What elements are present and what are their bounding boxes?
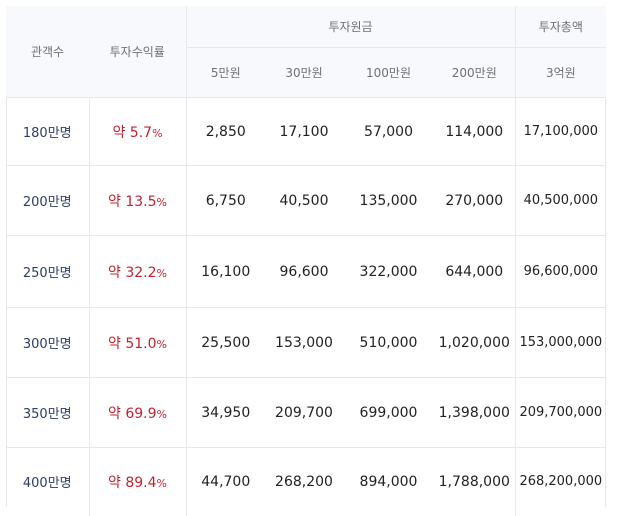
value-cell: 25,500 [201,334,251,351]
header-principal-col: 100만원 [343,47,434,98]
table-row: 200만명 약 13.5% 6,750 40,500 135,000 270,0… [6,165,607,236]
value-cell: 17,100 [279,123,329,140]
value-cell: 34,950 [201,404,251,421]
value-cell: 268,200 [275,473,333,490]
header-group-row: 관객수 투자수익률 투자원금 투자총액 [6,6,607,98]
header-principal-group: 투자원금 [186,6,516,48]
value-cell: 6,750 [205,192,246,209]
value-cell: 57,000 [364,123,413,140]
rate-cell: 약 69.9% [89,377,187,448]
rate-value: 약 5.7 [112,124,153,141]
header-viewers: 관객수 [6,6,89,98]
rate-cell: 약 89.4% [89,447,187,516]
header-total-group: 투자총액 [514,6,607,48]
header-rate: 투자수익률 [89,6,187,98]
viewers-cell: 350만명 [6,377,90,448]
value-cell: 40,500 [279,192,329,209]
value-cell: 1,788,000 [438,473,510,490]
viewers-cell: 250만명 [6,235,90,308]
rate-unit: % [152,126,163,140]
viewers-cell: 400만명 [6,447,90,516]
rate-value: 약 13.5 [108,193,157,210]
value-cell: 114,000 [445,123,504,140]
value-cell: 894,000 [359,473,418,490]
value-cell: 1,020,000 [438,334,510,351]
total-cell: 96,600,000 [514,235,607,308]
value-cell: 699,000 [359,404,418,421]
value-cell: 135,000 [359,192,418,209]
table-row: 400만명 약 89.4% 44,700 268,200 894,000 1,7… [6,447,607,516]
investment-return-table: 관객수 투자수익률 투자원금 투자총액 5만원 30만원 100만원 200만원… [6,6,607,516]
rate-unit: % [156,266,167,280]
rate-unit: % [156,476,167,490]
table-row: 300만명 약 51.0% 25,500 153,000 510,000 1,0… [6,307,607,378]
header-sub-row: 5만원 30만원 100만원 200만원 3억원 [6,47,607,98]
rate-unit: % [156,195,167,209]
rate-value: 약 32.2 [108,264,157,281]
value-cell: 16,100 [201,263,251,280]
table-row: 250만명 약 32.2% 16,100 96,600 322,000 644,… [6,235,607,308]
value-cell: 510,000 [359,334,418,351]
rate-cell: 약 5.7% [89,97,187,166]
value-cell: 322,000 [359,263,418,280]
rate-cell: 약 51.0% [89,307,187,378]
value-cell: 209,700 [275,404,333,421]
total-cell: 268,200,000 [514,447,607,516]
value-cell: 644,000 [445,263,504,280]
value-cell: 1,398,000 [438,404,510,421]
table-row: 180만명 약 5.7% 2,850 17,100 57,000 114,000… [6,97,607,166]
header-total-col: 3억원 [514,47,607,98]
viewers-cell: 300만명 [6,307,90,378]
rate-value: 약 51.0 [108,335,157,352]
rate-unit: % [156,407,167,421]
header-principal-col: 5만원 [186,47,265,98]
value-cell: 2,850 [205,123,246,140]
value-cell: 96,600 [279,263,329,280]
table-row: 350만명 약 69.9% 34,950 209,700 699,000 1,3… [6,377,607,448]
rate-cell: 약 32.2% [89,235,187,308]
value-cell: 153,000 [275,334,333,351]
viewers-cell: 200만명 [6,165,90,236]
value-cell: 270,000 [445,192,504,209]
total-cell: 209,700,000 [514,377,607,448]
rate-cell: 약 13.5% [89,165,187,236]
value-cell: 44,700 [201,473,251,490]
total-cell: 153,000,000 [514,307,607,378]
header-principal-col: 200만원 [434,47,516,98]
total-cell: 40,500,000 [514,165,607,236]
rate-unit: % [156,337,167,351]
rate-value: 약 89.4 [108,474,157,491]
header-principal-col: 30만원 [265,47,343,98]
rate-value: 약 69.9 [108,405,157,422]
viewers-cell: 180만명 [6,97,90,166]
total-cell: 17,100,000 [514,97,607,166]
